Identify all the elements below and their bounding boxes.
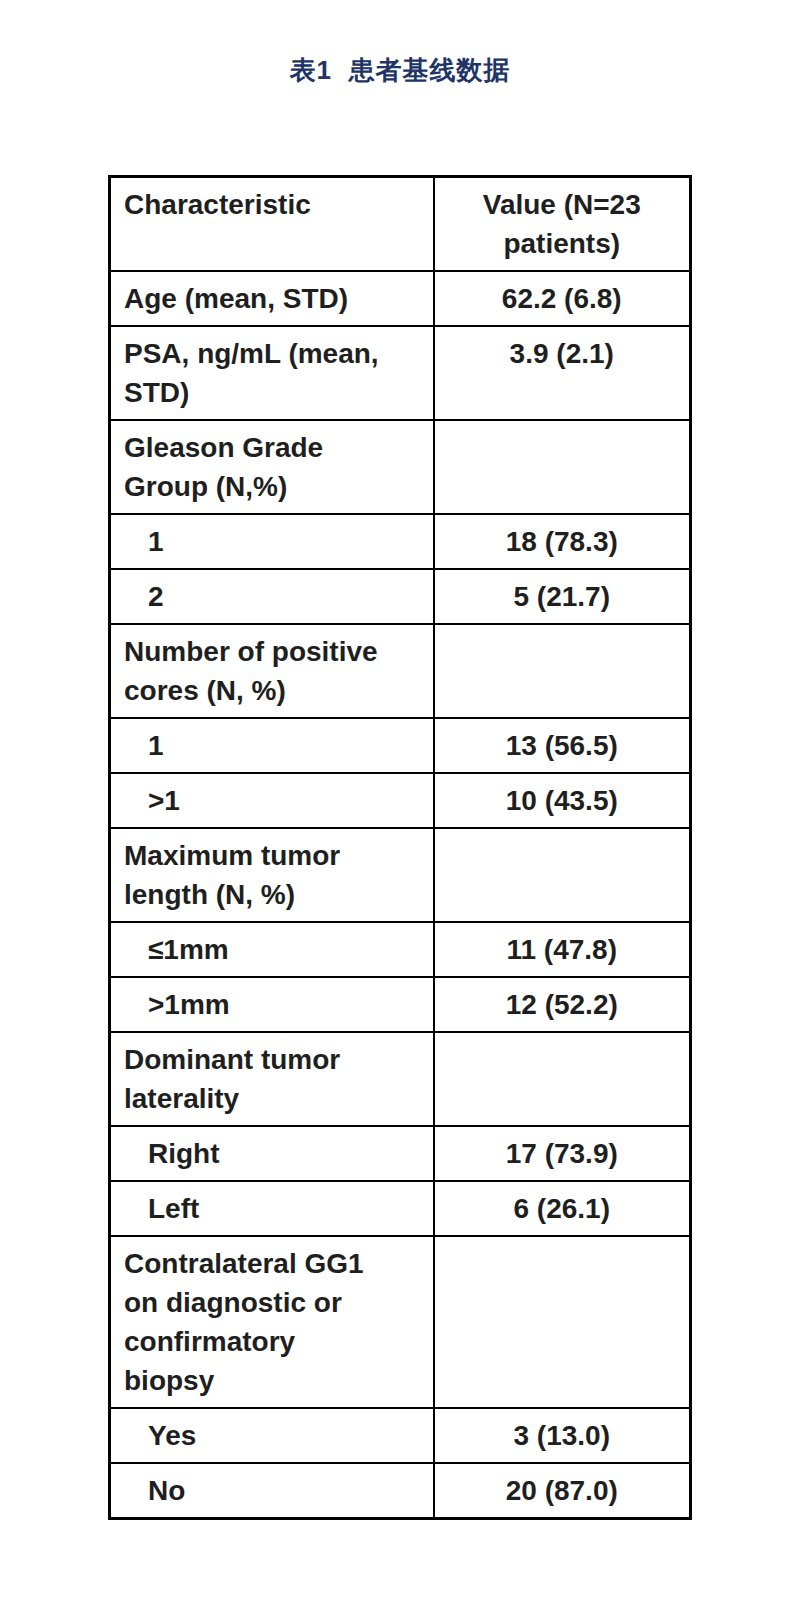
table-row: Left 6 (26.1)	[110, 1181, 691, 1236]
table-row: Contralateral GG1 on diagnostic or confi…	[110, 1236, 691, 1408]
row-label: 1	[110, 514, 434, 569]
table-row: Yes 3 (13.0)	[110, 1408, 691, 1463]
table-row: 1 18 (78.3)	[110, 514, 691, 569]
table-row: PSA, ng/mL (mean, STD) 3.9 (2.1)	[110, 326, 691, 420]
table-caption: 表1 患者基线数据	[0, 0, 800, 88]
row-value: 10 (43.5)	[434, 773, 691, 828]
row-label: Gleason Grade Group (N,%)	[110, 420, 434, 514]
column-header-value: Value (N=23 patients)	[434, 177, 691, 272]
row-label: 2	[110, 569, 434, 624]
table-row: Gleason Grade Group (N,%)	[110, 420, 691, 514]
row-label: >1	[110, 773, 434, 828]
table-header-row: Characteristic Value (N=23 patients)	[110, 177, 691, 272]
row-value: 20 (87.0)	[434, 1463, 691, 1519]
table-row: Number of positive cores (N, %)	[110, 624, 691, 718]
row-value: 12 (52.2)	[434, 977, 691, 1032]
table-body: Age (mean, STD) 62.2 (6.8) PSA, ng/mL (m…	[110, 271, 691, 1519]
row-label: Maximum tumor length (N, %)	[110, 828, 434, 922]
table-row: No 20 (87.0)	[110, 1463, 691, 1519]
row-value: 62.2 (6.8)	[434, 271, 691, 326]
table-row: 1 13 (56.5)	[110, 718, 691, 773]
row-value	[434, 1032, 691, 1126]
row-label: No	[110, 1463, 434, 1519]
row-label: Contralateral GG1 on diagnostic or confi…	[110, 1236, 434, 1408]
row-value: 3 (13.0)	[434, 1408, 691, 1463]
column-header-characteristic: Characteristic	[110, 177, 434, 272]
baseline-table: Characteristic Value (N=23 patients) Age…	[108, 175, 692, 1520]
row-label: ≤1mm	[110, 922, 434, 977]
row-label: Left	[110, 1181, 434, 1236]
table-row: Dominant tumor laterality	[110, 1032, 691, 1126]
row-label: PSA, ng/mL (mean, STD)	[110, 326, 434, 420]
table-row: ≤1mm 11 (47.8)	[110, 922, 691, 977]
row-label: Dominant tumor laterality	[110, 1032, 434, 1126]
row-label: 1	[110, 718, 434, 773]
table-row: >1 10 (43.5)	[110, 773, 691, 828]
row-value: 13 (56.5)	[434, 718, 691, 773]
row-value: 11 (47.8)	[434, 922, 691, 977]
table-row: Right 17 (73.9)	[110, 1126, 691, 1181]
row-value	[434, 624, 691, 718]
document-page: 表1 患者基线数据 Characteristic Value (N=23 pat…	[0, 0, 800, 1612]
row-label: Right	[110, 1126, 434, 1181]
row-value	[434, 420, 691, 514]
row-label: Yes	[110, 1408, 434, 1463]
row-value	[434, 828, 691, 922]
table-row: Maximum tumor length (N, %)	[110, 828, 691, 922]
row-label: Age (mean, STD)	[110, 271, 434, 326]
row-value: 17 (73.9)	[434, 1126, 691, 1181]
table-row: 2 5 (21.7)	[110, 569, 691, 624]
row-label: >1mm	[110, 977, 434, 1032]
row-value	[434, 1236, 691, 1408]
row-value: 5 (21.7)	[434, 569, 691, 624]
row-label: Number of positive cores (N, %)	[110, 624, 434, 718]
row-value: 6 (26.1)	[434, 1181, 691, 1236]
table-row: >1mm 12 (52.2)	[110, 977, 691, 1032]
table-row: Age (mean, STD) 62.2 (6.8)	[110, 271, 691, 326]
row-value: 3.9 (2.1)	[434, 326, 691, 420]
row-value: 18 (78.3)	[434, 514, 691, 569]
